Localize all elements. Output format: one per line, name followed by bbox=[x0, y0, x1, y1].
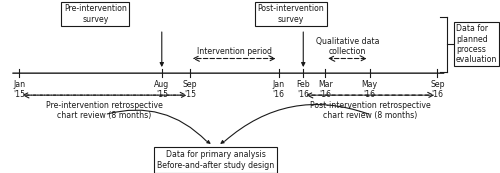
Text: Pre-intervention
survey: Pre-intervention survey bbox=[64, 4, 126, 24]
Text: Post-intervention retrospective
chart review (8 months): Post-intervention retrospective chart re… bbox=[310, 101, 430, 120]
Text: Mar
'16: Mar '16 bbox=[318, 80, 332, 99]
Text: Post-intervention
survey: Post-intervention survey bbox=[258, 4, 324, 24]
Text: Pre-intervention retrospective
chart review (8 months): Pre-intervention retrospective chart rev… bbox=[46, 101, 163, 120]
Text: Jan
'15: Jan '15 bbox=[14, 80, 26, 99]
Text: May
'16: May '16 bbox=[362, 80, 378, 99]
Text: Qualitative data
collection: Qualitative data collection bbox=[316, 37, 379, 56]
Text: Sep
'16: Sep '16 bbox=[430, 80, 444, 99]
Text: Feb
'16: Feb '16 bbox=[296, 80, 310, 99]
Text: Intervention period: Intervention period bbox=[196, 47, 272, 56]
Text: Sep
'15: Sep '15 bbox=[182, 80, 197, 99]
Text: Data for primary analysis
Before-and-after study design: Data for primary analysis Before-and-aft… bbox=[157, 150, 274, 170]
Text: Data for
planned
process
evaluation: Data for planned process evaluation bbox=[456, 24, 498, 64]
Text: Jan
'16: Jan '16 bbox=[272, 80, 284, 99]
Text: Aug
'15: Aug '15 bbox=[154, 80, 170, 99]
